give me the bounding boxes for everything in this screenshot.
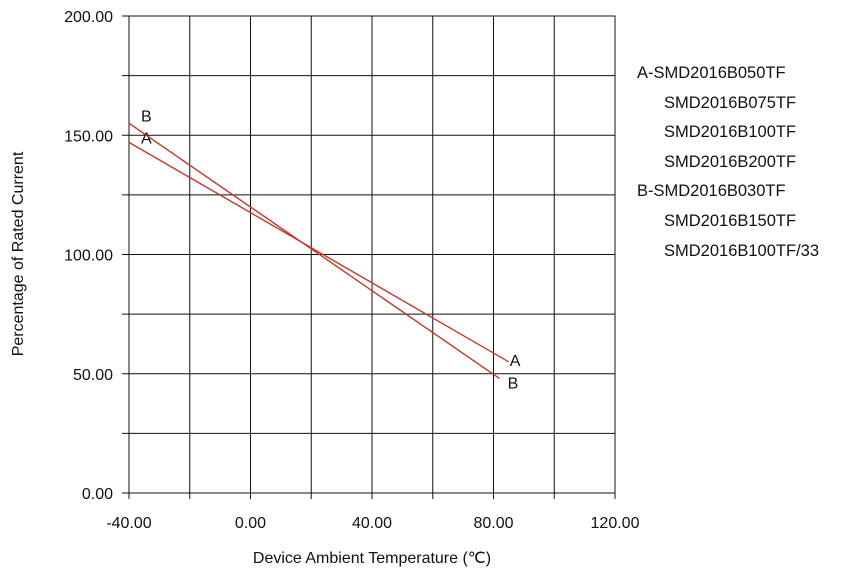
y-tick-label: 200.00 bbox=[64, 9, 113, 26]
legend: A-SMD2016B050TF SMD2016B075TF SMD2016B10… bbox=[637, 59, 819, 266]
x-tick-label: 80.00 bbox=[473, 515, 513, 532]
y-tick-label: 150.00 bbox=[64, 128, 113, 145]
y-axis-label: Percentage of Rated Current bbox=[10, 151, 27, 356]
legend-group-a-label: A- bbox=[637, 64, 654, 82]
legend-item: SMD2016B050TF bbox=[653, 64, 786, 82]
x-tick-label: -40.00 bbox=[106, 515, 151, 532]
series-line-a bbox=[128, 141, 510, 363]
series-a-end-label: A bbox=[510, 353, 521, 370]
series-b-start-label: B bbox=[141, 108, 152, 125]
grid bbox=[122, 15, 616, 499]
x-tick-label: 40.00 bbox=[352, 515, 392, 532]
legend-group-b-label: B- bbox=[637, 182, 654, 201]
y-tick-label: 50.00 bbox=[73, 367, 113, 384]
y-tick-label: 100.00 bbox=[64, 248, 113, 265]
legend-item: SMD2016B030TF bbox=[653, 182, 786, 201]
x-axis-label: Device Ambient Temperature (℃) bbox=[253, 550, 491, 567]
y-tick-label: 0.00 bbox=[82, 486, 113, 503]
legend-item: SMD2016B075TF bbox=[664, 93, 797, 112]
series-line-b bbox=[128, 122, 500, 380]
x-tick-label: 0.00 bbox=[235, 515, 266, 532]
series-b-end-label: B bbox=[508, 376, 519, 393]
legend-item: SMD2016B100TF/33 bbox=[664, 241, 820, 260]
axes bbox=[128, 15, 616, 494]
tick-labels: -40.00 0.00 40.00 80.00 120.00 0.00 50.00 100.0… bbox=[64, 9, 640, 532]
legend-item: SMD2016B100TF bbox=[664, 123, 797, 142]
x-tick-label: 120.00 bbox=[591, 515, 640, 532]
series-a-start-label: A bbox=[141, 130, 152, 147]
plot-frame bbox=[128, 15, 616, 494]
legend-item: SMD2016B150TF bbox=[664, 211, 797, 230]
legend-a-1: A-SMD2016B050TF bbox=[637, 59, 819, 89]
legend-b-1: B-SMD2016B030TF bbox=[637, 177, 819, 207]
legend-item: SMD2016B200TF bbox=[664, 152, 797, 171]
